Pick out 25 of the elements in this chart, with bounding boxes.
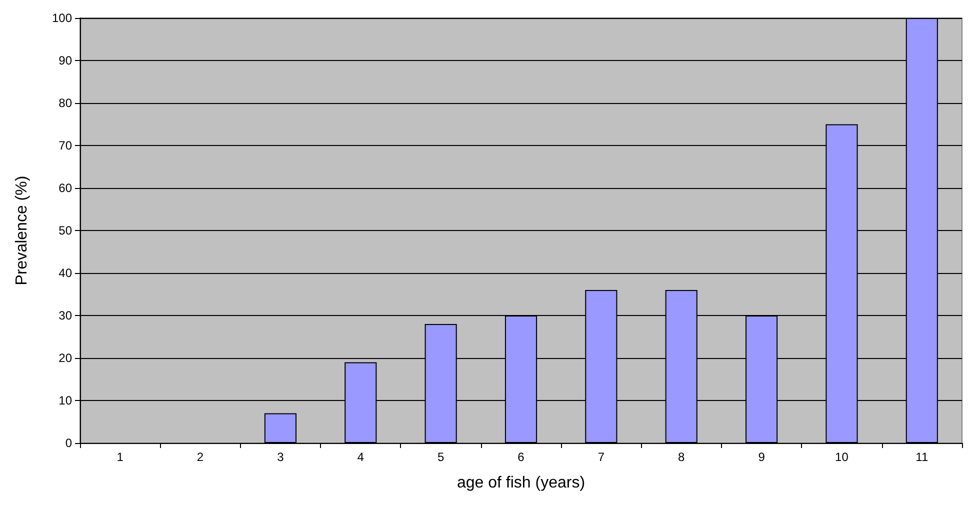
y-tick-label: 0 xyxy=(65,436,72,450)
x-tick-label: 8 xyxy=(678,450,686,464)
y-tick-label: 10 xyxy=(58,394,72,408)
x-tick-label: 9 xyxy=(758,450,766,464)
y-tick-label: 70 xyxy=(58,138,72,152)
x-axis-title: age of fish (years) xyxy=(456,474,586,492)
y-tick-label: 90 xyxy=(58,54,72,68)
x-tick-label: 11 xyxy=(916,450,928,464)
x-tick-label: 7 xyxy=(598,450,605,464)
y-tick-label: 30 xyxy=(58,308,72,322)
x-tick-label: 6 xyxy=(518,450,525,464)
y-tick-label: 40 xyxy=(58,266,72,280)
y-axis-title: Prevalence (%) xyxy=(14,176,30,286)
x-tick-label: 2 xyxy=(196,450,204,464)
y-tick-label: 100 xyxy=(52,11,72,25)
x-tick-label: 3 xyxy=(277,450,284,464)
bar xyxy=(264,413,296,443)
x-tick-label: 1 xyxy=(116,450,124,464)
y-tick-label: 60 xyxy=(58,181,72,195)
y-tick-label: 50 xyxy=(58,224,72,238)
x-tick-label: 5 xyxy=(437,450,444,464)
y-tick-label: 20 xyxy=(58,351,72,365)
x-tick-label: 4 xyxy=(357,450,364,464)
x-tick-label: 10 xyxy=(835,450,849,464)
y-tick-label: 80 xyxy=(58,96,72,110)
